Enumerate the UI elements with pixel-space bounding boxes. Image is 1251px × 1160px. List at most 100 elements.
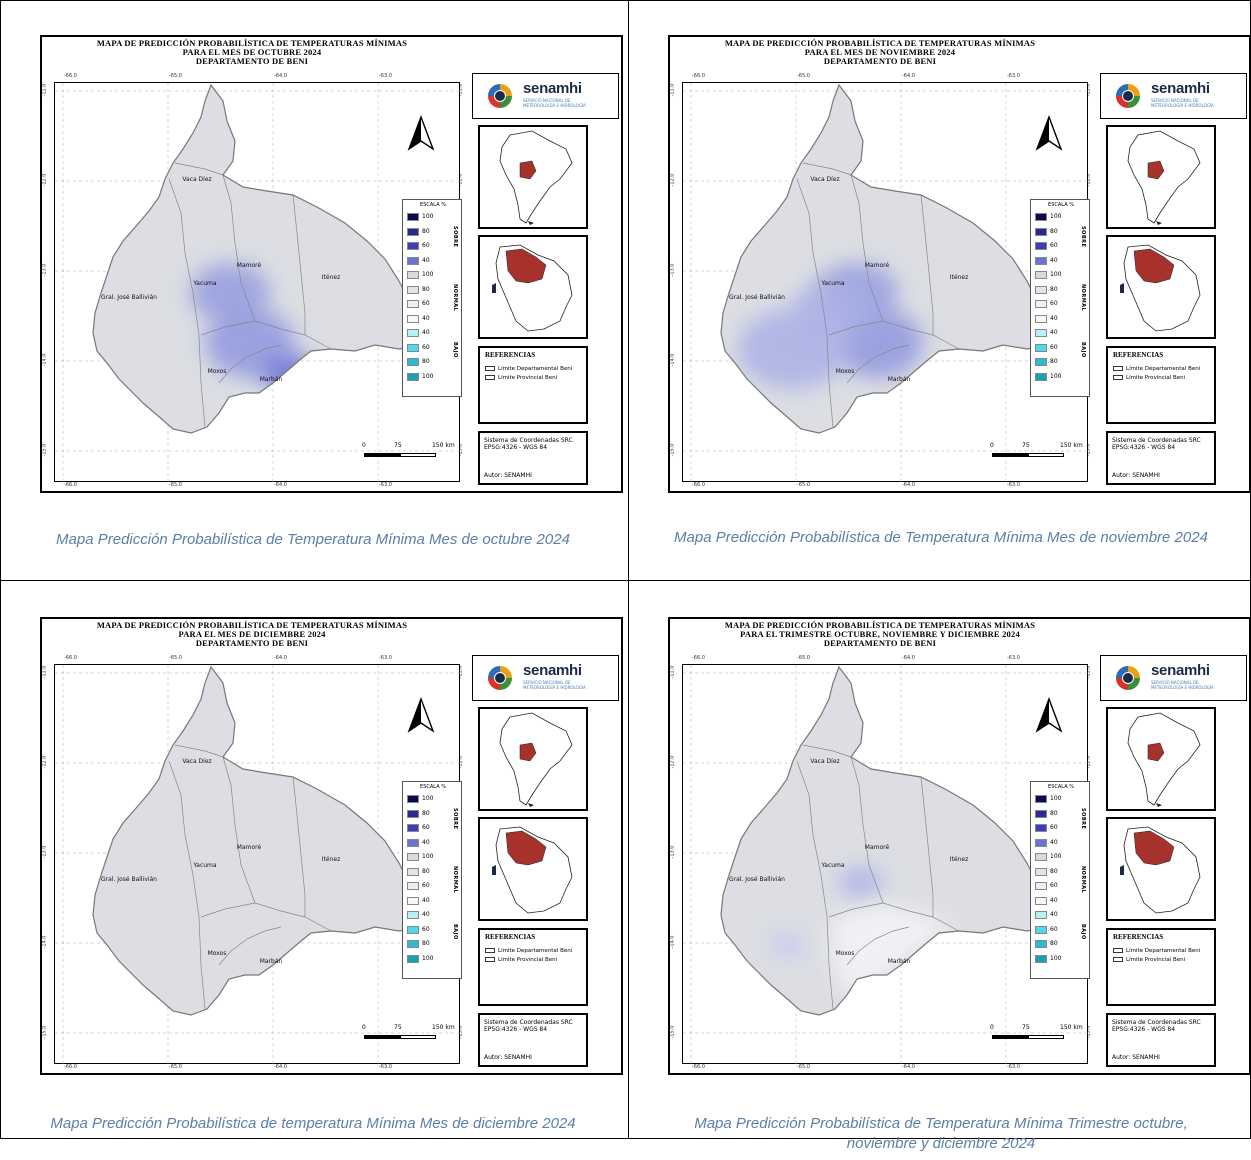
legend-swatch [407,882,419,890]
tick-label: -64.0 [274,655,287,661]
legend-row: 100 [407,372,447,382]
map-title-line: MAPA DE PREDICCIÓN PROBABILÍSTICA DE TEM… [96,38,408,48]
province-boundary [882,320,960,350]
scale-label: 0 [990,442,994,449]
references-title: REFERENCIAS [485,351,536,359]
legend-swatch [1035,882,1047,890]
tick-label: -63.0 [1007,482,1020,488]
province-boundary [846,926,910,966]
tick-label: -63.0 [1007,1064,1020,1070]
map-title-line: PARA EL TRIMESTRE OCTUBRE, NOVIEMBRE Y D… [740,629,1020,639]
province-boundary [846,344,910,384]
south-america-map [1127,712,1201,807]
probability-zone [839,867,883,899]
province-label: Yacuma [820,280,844,287]
legend-value: 100 [422,271,434,278]
tick-label: -66.0 [692,1064,705,1070]
crs-line: Sistema de Coordenadas SRC [1112,1019,1201,1026]
probability-zone [833,903,959,995]
logo-wordmark: senamhi [523,80,582,97]
scale-bar: 0 75 150 km [990,1024,1090,1052]
province-boundary [882,902,960,932]
side-panel: senamhi SERVICIO NACIONAL DE METEOROLOGÍA… [472,73,619,489]
province-label: Marbán [888,958,911,965]
south-america-inset [1106,125,1216,229]
legend-swatch [407,925,419,934]
bolivia-highlight [519,742,537,762]
legend-value: 100 [422,372,434,380]
province-boundary [222,756,256,904]
province-label: Yacuma [192,862,216,869]
map-title-line: DEPARTAMENTO DE BENI [823,56,937,66]
crs-line: Sistema de Coordenadas SRC [484,1019,573,1026]
legend-swatch [407,372,419,381]
province-boundary [254,320,332,350]
table-divider-horizontal [0,580,1251,581]
tick-label: -12.0 [669,755,676,769]
legend-row: 40 [407,314,447,324]
legend-value: 40 [422,329,430,336]
scale-label: 150 km [1060,1024,1083,1031]
legend-swatch [407,256,419,265]
reference-item: Límite Provincial Beni [1113,957,1185,963]
logo-wordmark: senamhi [1151,80,1210,97]
scale-label: 75 [1022,1024,1030,1031]
reference-item: Límite Departamental Beni [485,948,572,954]
legend-swatch [407,838,419,847]
map-title-line: MAPA DE PREDICCIÓN PROBABILÍSTICA DE TEM… [96,620,408,630]
province-label: Mamoré [237,262,262,269]
tick-label: -12.0 [669,173,676,187]
south-america-map [1127,130,1201,225]
crs-line: Sistema de Coordenadas SRC [1112,437,1201,444]
bolivia-inset [1106,817,1216,921]
legend-row: 40 [1035,896,1075,906]
department-fill [93,667,421,1015]
tick-label: -66.0 [64,655,77,661]
legend-swatch [1035,795,1047,803]
legend-value: 80 [1050,809,1058,817]
province-boundary [828,902,884,918]
legend-title: ESCALA % [420,784,446,790]
scale-bar-graphic [992,1035,1064,1039]
province-boundary [828,320,884,336]
tick-label: -13.0 [669,845,676,859]
side-panel: senamhi SERVICIO NACIONAL DE METEOROLOGÍA… [472,655,619,1071]
source-box: Sistema de Coordenadas SRC EPSG:4326 - WG… [478,431,588,485]
reference-item: Límite Departamental Beni [485,366,572,372]
legend-swatch [407,809,419,818]
tick-label: -63.0 [1007,655,1020,661]
province-label: Yacuma [192,280,216,287]
map-cell: MAPA DE PREDICCIÓN PROBABILÍSTICA DE TEM… [628,582,1251,1160]
province-label: Iténez [322,856,340,863]
map-view: Vaca Díez Yacuma Mamoré Iténez Gral. José Ba… [682,82,1089,483]
scale-label: 0 [990,1024,994,1031]
tick-label: -15.0 [669,443,676,457]
map-caption: Mapa Predicción Probabilística de Temper… [694,1115,1188,1152]
bolivia-inset [478,235,588,339]
beni-map-svg: Vaca Díez Yacuma Mamoré Iténez Gral. José Ba… [55,665,461,1065]
reference-label: Límite Departamental Beni [498,948,573,954]
tick-label: -64.0 [902,482,915,488]
map-title: MAPA DE PREDICCIÓN PROBABILÍSTICA DE TEM… [670,621,1090,648]
province-boundary [850,174,884,322]
legend-row: 40 [1035,910,1075,920]
reference-swatch [1113,375,1123,380]
province-label: Marbán [888,376,911,383]
south-america-inset [1106,707,1216,811]
legend-swatch [1035,271,1047,279]
map-title-line: PARA EL MES DE OCTUBRE 2024 [182,47,322,57]
legend-row: 80 [1035,809,1075,819]
legend-swatch [407,300,419,308]
legend-swatch [1035,809,1047,818]
source-box: Sistema de Coordenadas SRC EPSG:4326 - WG… [478,1013,588,1067]
legend-row: 60 [1035,343,1075,353]
north-arrow-icon [1035,697,1063,733]
legend-swatch [407,795,419,803]
references-title: REFERENCIAS [485,933,536,941]
legend-row: 100 [407,954,447,964]
crs-line: EPSG:4326 - WGS 84 [484,1026,548,1033]
bolivia-map [492,826,573,914]
tick-label: -13.0 [41,263,48,277]
coords-bottom: -66.0 -65.0 -64.0 -63.0 [54,1064,474,1072]
legend-group-label: BAJO [452,342,458,358]
